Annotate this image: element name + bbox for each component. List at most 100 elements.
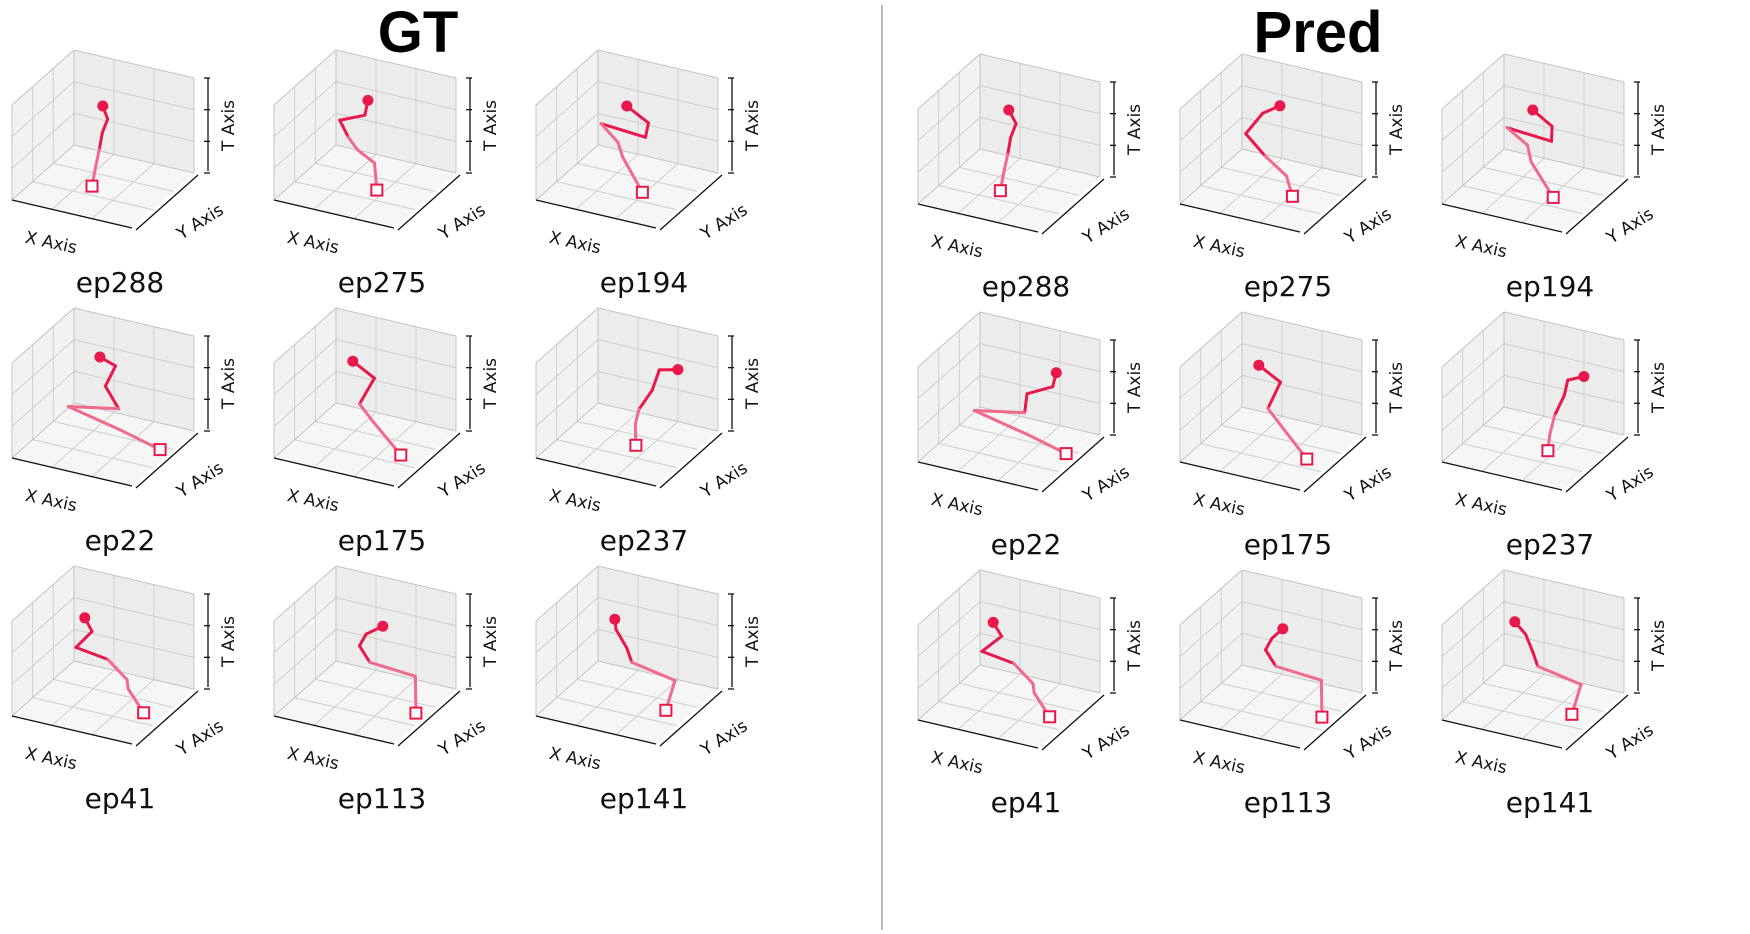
- trajectory-segment: [1553, 394, 1566, 418]
- pane-edge: [11, 660, 75, 717]
- grid-line: [535, 597, 599, 654]
- pane-edge: [917, 148, 981, 205]
- grid-line: [313, 669, 377, 726]
- pane-edge: [1179, 664, 1243, 721]
- pane-edge: [917, 569, 981, 626]
- grid-line: [938, 701, 1059, 731]
- trajectory-segment: [1536, 664, 1583, 686]
- y-axis-line: [1041, 436, 1105, 493]
- trajectory-segment: [1009, 122, 1018, 139]
- left-pane: [918, 54, 980, 204]
- x-axis-line: [535, 715, 657, 745]
- floor-pane: [918, 665, 1100, 748]
- pred-panel-title: Pred: [1254, 0, 1383, 65]
- grid-line: [597, 112, 719, 142]
- grid-line: [11, 112, 75, 169]
- pane-edge: [335, 565, 457, 595]
- trajectory-segment: [1531, 650, 1540, 668]
- t-axis-label: T Axis: [219, 358, 239, 410]
- floor-pane: [918, 407, 1100, 490]
- y-axis-line: [659, 690, 723, 747]
- grid-line: [597, 339, 719, 369]
- trajectory-segment: [338, 113, 367, 122]
- grid-line: [1521, 683, 1585, 740]
- trajectory-end-marker: [1541, 444, 1555, 458]
- grid-line: [957, 673, 1021, 730]
- grid-line: [353, 163, 417, 220]
- episode-label: ep22: [991, 528, 1062, 561]
- episode-label: ep41: [991, 786, 1062, 819]
- back-pane: [598, 566, 718, 689]
- grid-line: [575, 669, 639, 726]
- grid-line: [556, 439, 677, 469]
- grid-line: [1259, 683, 1323, 740]
- grid-line: [1503, 632, 1625, 662]
- back-pane: [74, 50, 194, 173]
- grid-line: [535, 370, 599, 427]
- grid-line: [1219, 673, 1283, 730]
- trajectory-segment: [644, 121, 650, 139]
- left-pane: [1442, 570, 1504, 720]
- left-pane: [274, 308, 336, 458]
- back-pane: [1504, 570, 1624, 693]
- x-axis-line: [273, 199, 395, 229]
- back-pane: [1242, 54, 1362, 177]
- trajectory-segment: [103, 384, 121, 411]
- grid-line: [1179, 601, 1243, 658]
- grid-line: [615, 679, 679, 736]
- grid-line: [979, 343, 1101, 373]
- episode-label: ep288: [982, 270, 1070, 303]
- grid-line: [294, 697, 415, 727]
- grid-line: [11, 597, 75, 654]
- trajectory-segment: [97, 131, 104, 152]
- grid-line: [556, 697, 677, 727]
- trajectory-segment: [637, 388, 654, 411]
- trajectory-segment: [368, 660, 417, 678]
- left-pane: [918, 570, 980, 720]
- left-pane: [12, 566, 74, 716]
- x-axis-line: [1179, 719, 1301, 749]
- pane-edge: [535, 402, 599, 459]
- floor-pane: [1180, 149, 1362, 232]
- trajectory-segment: [625, 646, 634, 664]
- t-axis-label: T Axis: [481, 616, 501, 668]
- grid-line: [1241, 374, 1363, 404]
- trajectory-end-marker: [1300, 452, 1314, 466]
- grid-line: [1441, 116, 1505, 173]
- grid-line: [597, 370, 719, 400]
- trajectory-start-marker: [377, 620, 389, 632]
- grid-line: [997, 683, 1061, 740]
- grid-line: [1179, 632, 1243, 689]
- trajectory-segment: [1548, 414, 1557, 437]
- grid-line: [73, 339, 195, 369]
- trajectory-segment: [66, 405, 121, 411]
- episode-label: ep175: [338, 524, 426, 557]
- grid-line: [294, 439, 415, 469]
- y-axis-line: [1303, 436, 1367, 493]
- trajectory-end-marker: [394, 448, 408, 462]
- back-pane: [74, 308, 194, 431]
- pane-edge: [11, 49, 75, 106]
- grid-line: [1241, 632, 1363, 662]
- grid-line: [1200, 443, 1321, 473]
- pane-edge: [917, 664, 981, 721]
- pane-edge: [11, 144, 75, 201]
- grid-line: [1441, 632, 1505, 689]
- pane-edge: [335, 660, 457, 690]
- y-axis-line: [1565, 178, 1629, 235]
- left-pane: [1442, 54, 1504, 204]
- x-axis-line: [535, 199, 657, 229]
- grid-line: [917, 116, 981, 173]
- trajectory-start-marker: [94, 351, 106, 363]
- grid-line: [1481, 415, 1545, 472]
- pane-edge: [1503, 311, 1625, 341]
- x-axis-line: [1441, 719, 1563, 749]
- grid-line: [1241, 116, 1363, 146]
- x-axis-line: [1179, 461, 1301, 491]
- pane-edge: [1503, 406, 1625, 436]
- trajectory-segment: [616, 140, 625, 159]
- grid-line: [32, 181, 153, 211]
- grid-line: [535, 339, 599, 396]
- left-pane: [12, 50, 74, 200]
